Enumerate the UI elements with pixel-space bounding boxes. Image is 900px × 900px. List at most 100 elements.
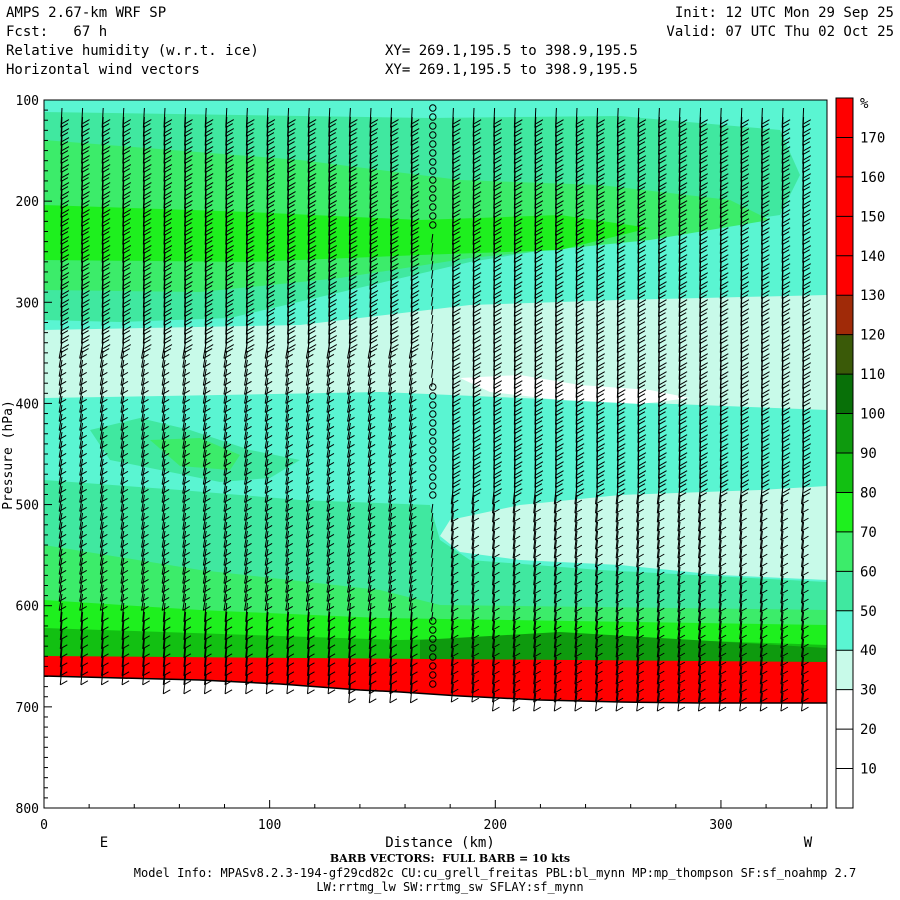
wind-barb-feather xyxy=(473,182,482,188)
wind-barb-feather xyxy=(329,308,338,313)
wind-barb-feather xyxy=(638,407,647,413)
wind-barb-feather xyxy=(473,398,482,404)
wind-barb-feather xyxy=(141,452,149,458)
wind-barb xyxy=(120,386,125,404)
wind-barb-feather xyxy=(494,479,502,485)
wind-barb-feather xyxy=(659,317,667,323)
wind-barb xyxy=(161,512,166,530)
wind-barb xyxy=(594,665,599,685)
wind-barb-feather xyxy=(473,335,482,341)
wind-barb-feather xyxy=(597,173,605,179)
wind-barb xyxy=(574,548,578,568)
wind-barb-feather xyxy=(58,416,67,422)
wind-barb-feather xyxy=(329,182,338,187)
wind-barb-feather xyxy=(409,416,417,422)
wind-barb-feather xyxy=(61,200,70,205)
wind-barb-feather xyxy=(659,218,667,224)
wind-barb-feather xyxy=(244,605,252,611)
wind-barb-feather xyxy=(164,137,173,142)
wind-barb xyxy=(285,485,290,503)
wind-barb-feather xyxy=(370,344,379,349)
wind-barb-feather xyxy=(326,596,335,602)
wind-barb-feather xyxy=(203,497,211,503)
wind-barb xyxy=(182,593,187,611)
wind-barb-feather xyxy=(515,191,523,197)
wind-barb xyxy=(182,539,187,557)
wind-barb-feather xyxy=(391,227,399,232)
wind-barb-feather xyxy=(494,272,502,278)
wind-barb-feather xyxy=(244,524,252,530)
wind-barb-feather xyxy=(556,146,564,152)
wind-barb-feather xyxy=(700,263,708,269)
wind-barb xyxy=(202,440,207,458)
wind-barb-feather xyxy=(535,299,544,305)
wind-barb xyxy=(305,395,310,413)
wind-barb-feather xyxy=(288,200,296,205)
wind-barb-feather xyxy=(638,281,647,287)
wind-barb-feather xyxy=(182,578,190,584)
wind-barb-feather xyxy=(347,596,355,602)
wind-barb xyxy=(636,665,640,685)
wind-barb-feather xyxy=(182,524,190,530)
wind-barb-feather xyxy=(308,209,317,214)
wind-barb-feather xyxy=(535,146,544,152)
wind-barb-feather xyxy=(618,164,626,170)
wind-barb xyxy=(99,530,104,548)
wind-barb xyxy=(347,476,351,494)
wind-barb-feather xyxy=(471,697,480,703)
wind-barb-feather xyxy=(123,191,132,196)
wind-barb xyxy=(224,638,228,658)
wind-barb xyxy=(161,404,166,422)
wind-barb-feather xyxy=(576,488,585,494)
wind-barb xyxy=(202,512,207,530)
wind-barb xyxy=(677,530,681,550)
wind-barb-feather xyxy=(308,119,317,124)
wind-barb xyxy=(58,476,63,494)
wind-barb-feather xyxy=(370,173,379,178)
wind-barb-feather xyxy=(700,245,708,251)
wind-barb-feather xyxy=(515,326,523,332)
wind-barb xyxy=(326,395,331,413)
wind-barb xyxy=(99,386,104,404)
wind-barb-feather xyxy=(409,371,417,377)
wind-barb-feather xyxy=(659,290,667,296)
wind-barb-feather xyxy=(409,578,417,584)
wind-barb xyxy=(285,341,290,359)
wind-barb-feather xyxy=(659,470,667,476)
wind-barb-feather xyxy=(350,218,358,223)
wind-barb-feather xyxy=(700,164,708,170)
wind-barb-feather xyxy=(638,434,647,440)
wind-barb xyxy=(388,530,393,548)
wind-barb xyxy=(656,584,660,604)
wind-barb xyxy=(553,629,557,649)
wind-barb-feather xyxy=(494,461,502,467)
wind-barb-feather xyxy=(58,560,67,566)
wind-barb-feather xyxy=(638,470,647,476)
wind-barb xyxy=(367,413,372,431)
wind-barb-feather xyxy=(285,497,293,503)
wind-barb-feather xyxy=(161,488,170,494)
wind-barb-feather xyxy=(141,569,149,575)
wind-barb-feather xyxy=(453,353,461,359)
wind-barb xyxy=(450,683,454,703)
wind-barb-feather xyxy=(659,272,667,278)
wind-barb xyxy=(161,422,166,440)
wind-barb-feather xyxy=(144,290,152,295)
wind-barb-feather xyxy=(473,281,482,287)
wind-barb xyxy=(100,620,104,640)
wind-barb xyxy=(161,449,166,467)
wind-barb-feather xyxy=(141,605,149,611)
wind-barb xyxy=(161,359,166,377)
wind-barb-feather xyxy=(494,416,502,422)
wind-barb xyxy=(161,521,166,539)
wind-barb-feather xyxy=(285,398,293,404)
wind-barb xyxy=(656,647,660,667)
wind-barb-feather xyxy=(391,164,399,169)
wind-barb-feather xyxy=(102,200,111,205)
wind-barb xyxy=(142,611,145,631)
wind-barb-feather xyxy=(556,443,564,449)
wind-barb-feather xyxy=(473,245,482,251)
wind-barb xyxy=(285,584,290,602)
wind-barb-feather xyxy=(370,290,379,295)
wind-barb xyxy=(202,413,207,431)
